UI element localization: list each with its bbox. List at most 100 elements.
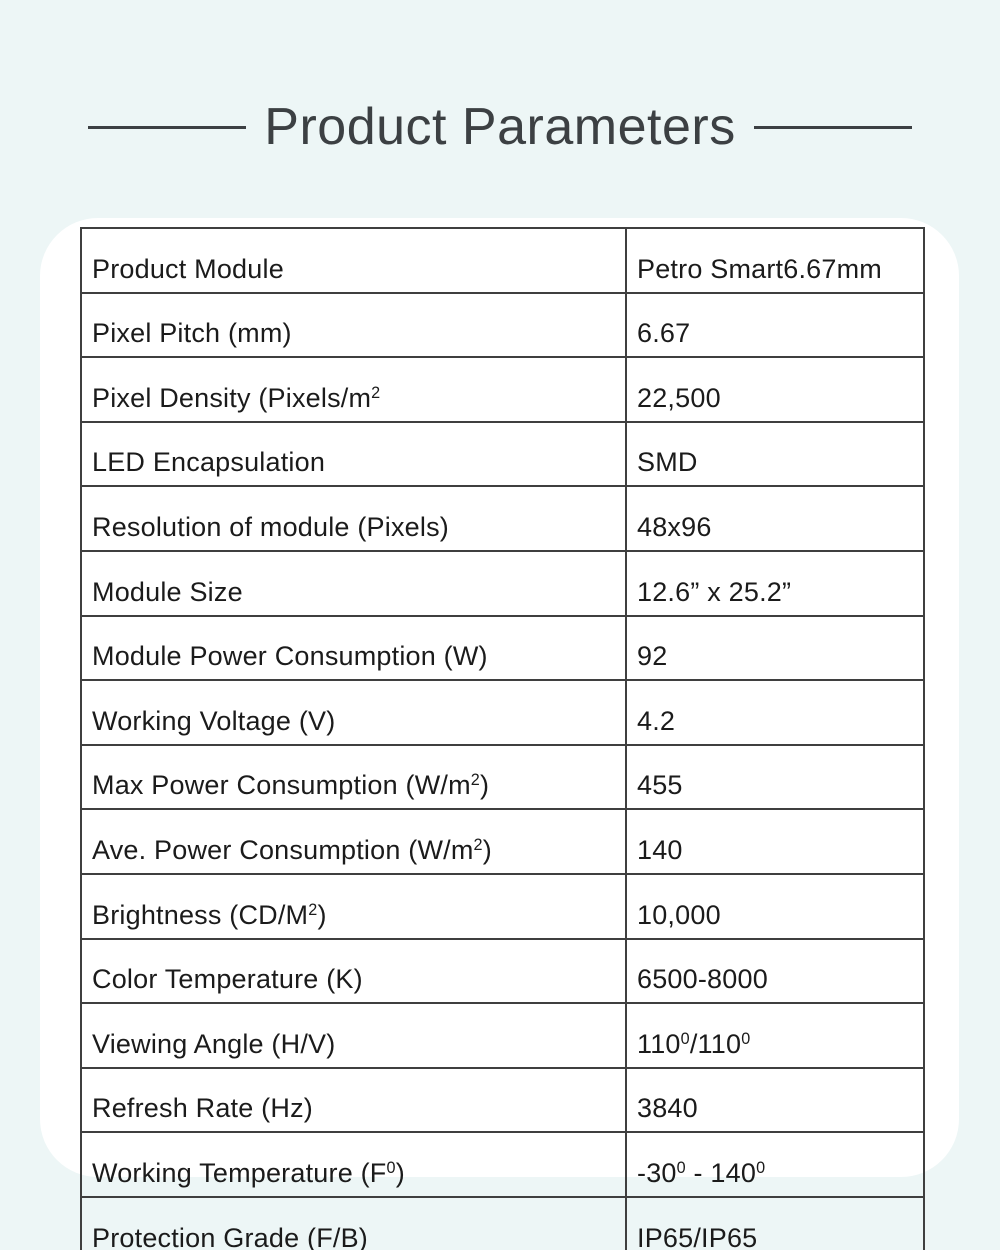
cell-text: 6500-8000	[637, 964, 768, 995]
cell-text: Color Temperature (K)	[92, 964, 363, 995]
cell-text: 4.2	[637, 705, 676, 736]
parameter-label-cell: Ave. Power Consumption (W/m2)	[80, 808, 627, 875]
superscript-text: 0	[676, 1159, 686, 1177]
cell-text: Petro Smart6.67mm	[637, 253, 882, 284]
parameter-value-cell: -300 - 1400	[625, 1131, 925, 1198]
superscript-text: 0	[741, 1029, 751, 1048]
cell-text: 12.6” x 25.2”	[637, 576, 792, 607]
cell-text: )	[317, 899, 327, 930]
table-row: Module Size 12.6” x 25.2”	[80, 549, 925, 617]
cell-text: 110	[637, 1028, 681, 1059]
superscript-text: 2	[308, 900, 318, 919]
parameter-value-cell: 4.2	[625, 679, 925, 746]
cell-text: 140	[637, 834, 683, 865]
parameter-value-cell: 6500-8000	[625, 937, 925, 1005]
cell-text: 6.67	[637, 318, 691, 349]
cell-text: Product Module	[92, 253, 284, 284]
parameter-label-cell: Protection Grade (F/B)	[80, 1195, 627, 1250]
parameter-value-cell: 140	[625, 808, 925, 875]
table-row: Viewing Angle (H/V) 1100/1100	[80, 1002, 925, 1069]
parameter-value-cell: 22,500	[625, 356, 925, 423]
parameter-value-cell: 6.67	[625, 291, 925, 359]
superscript-text: 2	[470, 771, 480, 790]
parameter-value-cell: 10,000	[625, 872, 925, 940]
cell-text: Working Voltage (V)	[92, 705, 336, 736]
parameter-value-cell: 12.6” x 25.2”	[625, 549, 925, 617]
parameter-label-cell: Pixel Density (Pixels/m2	[80, 356, 627, 423]
parameters-card: Product Module Petro Smart6.67mm Pixel Pit…	[40, 218, 959, 1250]
cell-text: Max Power Consumption (W/m	[92, 770, 471, 801]
parameters-table-body: Product Module Petro Smart6.67mm Pixel Pit…	[80, 227, 925, 1250]
parameter-value-cell: 455	[625, 743, 925, 811]
cell-text: 3840	[637, 1093, 698, 1124]
title-divider-left	[88, 125, 247, 129]
cell-text: Refresh Rate (Hz)	[92, 1093, 313, 1124]
cell-text: Pixel Density (Pixels/m	[92, 382, 372, 413]
superscript-text: 0	[386, 1159, 396, 1177]
cell-text: 455	[637, 770, 683, 801]
table-row: Product Module Petro Smart6.67mm	[80, 227, 925, 294]
table-row: Color Temperature (K) 6500-8000	[80, 937, 925, 1005]
parameter-value-cell: 3840	[625, 1066, 925, 1134]
table-row: Working Temperature (F0) -300 - 1400	[80, 1131, 925, 1198]
cell-text: 48x96	[637, 511, 712, 542]
parameters-table: Product Module Petro Smart6.67mm Pixel Pit…	[80, 227, 925, 1250]
table-row: Resolution of module (Pixels) 48x96	[80, 485, 925, 552]
cell-text: Module Power Consumption (W)	[92, 641, 488, 672]
table-row: Brightness (CD/M2) 10,000	[80, 872, 925, 940]
cell-text: Protection Grade (F/B)	[92, 1222, 368, 1250]
cell-text: - 140	[685, 1157, 757, 1188]
table-row: Max Power Consumption (W/m2) 455	[80, 743, 925, 811]
parameter-label-cell: Max Power Consumption (W/m2)	[80, 743, 627, 811]
superscript-text: 0	[756, 1159, 766, 1177]
parameter-label-cell: Module Power Consumption (W)	[80, 614, 627, 682]
page-title: Product Parameters	[264, 98, 736, 156]
table-row: Refresh Rate (Hz) 3840	[80, 1066, 925, 1134]
parameter-label-cell: Color Temperature (K)	[80, 937, 627, 1005]
superscript-text: 2	[473, 836, 483, 855]
cell-text: IP65/IP65	[637, 1222, 758, 1250]
title-divider-right	[753, 125, 912, 129]
cell-text: Resolution of module (Pixels)	[92, 511, 449, 542]
parameter-value-cell: Petro Smart6.67mm	[625, 227, 925, 294]
cell-text: )	[482, 834, 492, 865]
cell-text: )	[395, 1157, 405, 1188]
cell-text: Working Temperature (F	[92, 1157, 387, 1188]
parameter-label-cell: Pixel Pitch (mm)	[80, 291, 627, 359]
cell-text: )	[480, 770, 490, 801]
parameter-value-cell: 48x96	[625, 485, 925, 552]
parameter-label-cell: Resolution of module (Pixels)	[80, 485, 627, 552]
table-row: LED Encapsulation SMD	[80, 420, 925, 488]
superscript-text: 0	[680, 1029, 690, 1048]
parameter-value-cell: 1100/1100	[625, 1002, 925, 1069]
cell-text: -30	[637, 1157, 677, 1188]
cell-text: 92	[637, 641, 668, 672]
parameter-value-cell: SMD	[625, 420, 925, 488]
cell-text: Module Size	[92, 576, 243, 607]
parameter-label-cell: LED Encapsulation	[80, 420, 627, 488]
cell-text: Viewing Angle (H/V)	[92, 1028, 336, 1059]
cell-text: /110	[689, 1028, 742, 1059]
parameter-label-cell: Module Size	[80, 549, 627, 617]
cell-text: Pixel Pitch (mm)	[92, 318, 292, 349]
parameter-label-cell: Viewing Angle (H/V)	[80, 1002, 627, 1069]
parameter-label-cell: Working Voltage (V)	[80, 679, 627, 746]
parameter-value-cell: 92	[625, 614, 925, 682]
parameter-label-cell: Brightness (CD/M2)	[80, 872, 627, 940]
cell-text: Brightness (CD/M	[92, 899, 309, 930]
table-row: Ave. Power Consumption (W/m2) 140	[80, 808, 925, 875]
cell-text: Ave. Power Consumption (W/m	[92, 834, 474, 865]
page-title-row: Product Parameters	[0, 96, 1000, 158]
table-row: Working Voltage (V) 4.2	[80, 679, 925, 746]
table-row: Pixel Density (Pixels/m2 22,500	[80, 356, 925, 423]
parameter-label-cell: Working Temperature (F0)	[80, 1131, 627, 1198]
cell-text: 10,000	[637, 899, 721, 930]
superscript-text: 2	[371, 383, 381, 402]
table-row: Protection Grade (F/B) IP65/IP65	[80, 1195, 925, 1250]
parameter-label-cell: Refresh Rate (Hz)	[80, 1066, 627, 1134]
table-row: Module Power Consumption (W) 92	[80, 614, 925, 682]
table-row: Pixel Pitch (mm) 6.67	[80, 291, 925, 359]
cell-text: SMD	[637, 447, 698, 478]
parameter-label-cell: Product Module	[80, 227, 627, 294]
